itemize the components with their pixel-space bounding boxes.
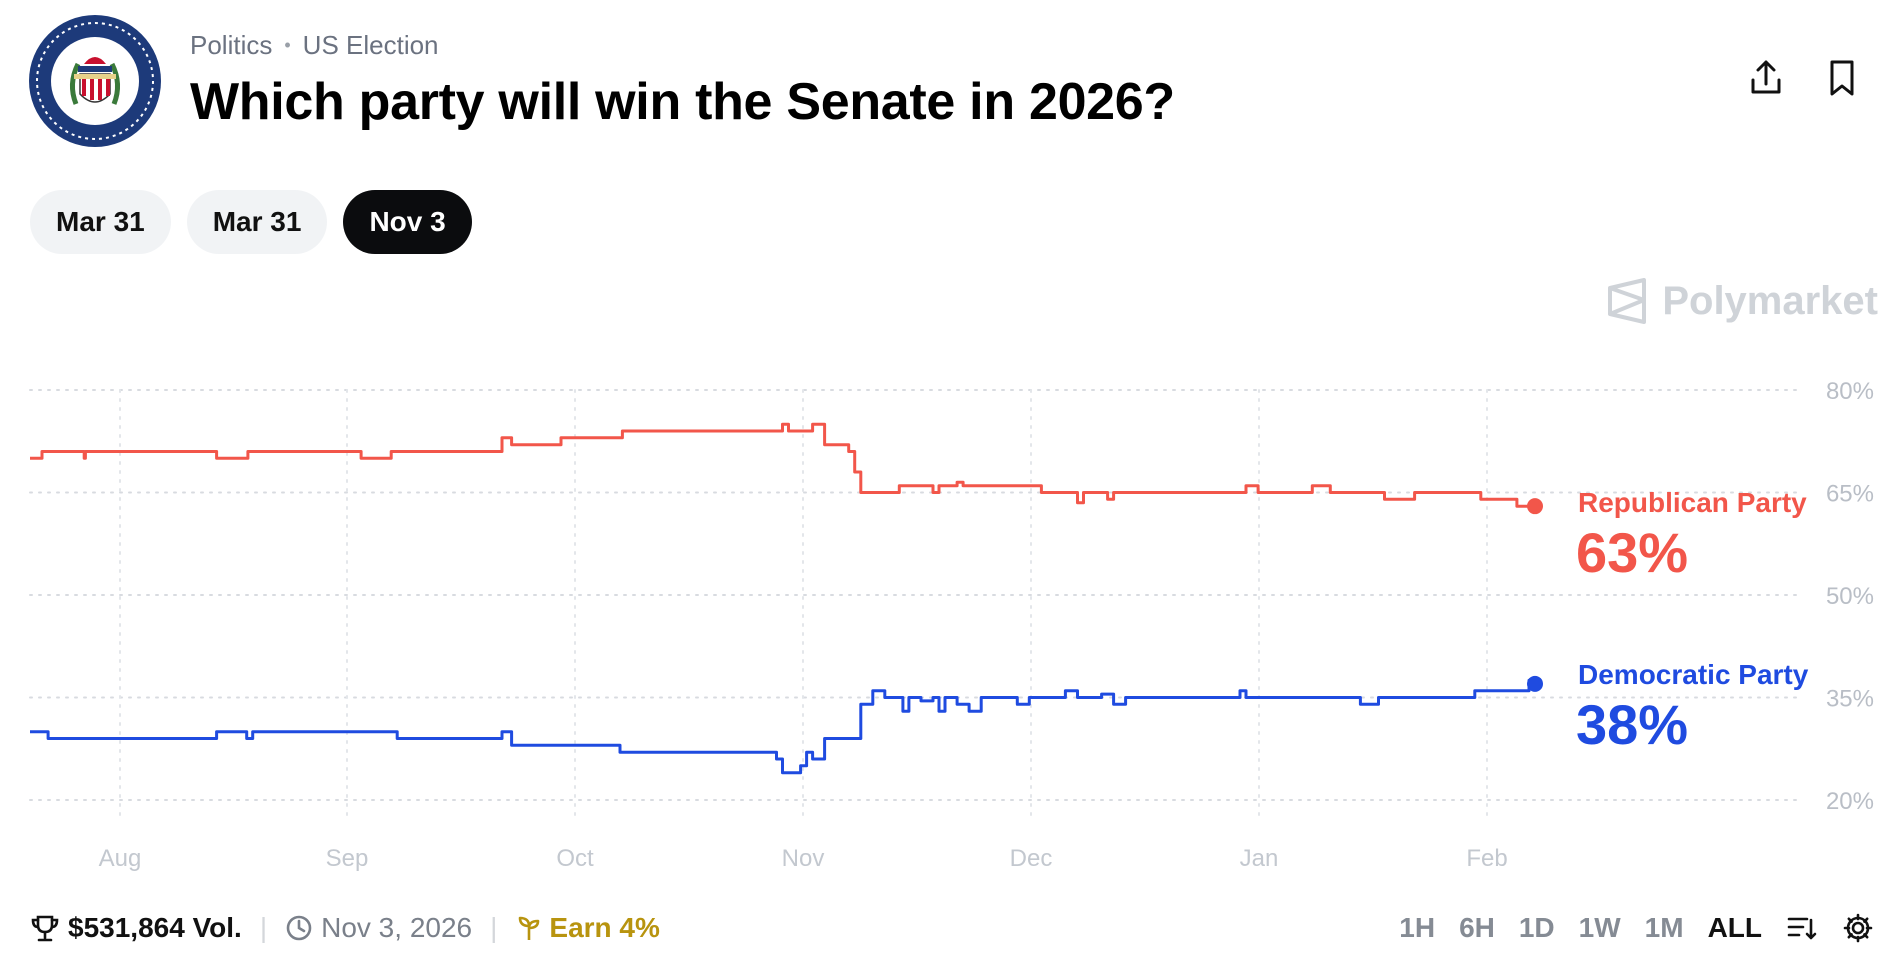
- range-6h[interactable]: 6H: [1459, 912, 1495, 943]
- series-current-value: 38%: [1576, 693, 1688, 756]
- range-1h[interactable]: 1H: [1399, 912, 1436, 943]
- top-actions: [1748, 58, 1860, 98]
- breadcrumb-politics[interactable]: Politics: [190, 30, 273, 60]
- series-lines: [30, 422, 1543, 775]
- gear-icon[interactable]: [1842, 912, 1874, 944]
- footer-divider: |: [259, 912, 268, 943]
- date-tab-nov-3[interactable]: Nov 3: [343, 190, 472, 254]
- x-axis-ticks: Aug Sep Oct Nov Dec Jan Feb: [99, 845, 1508, 872]
- filter-lines-icon[interactable]: [1786, 912, 1818, 944]
- sprout-icon: [519, 916, 540, 940]
- price-history-chart[interactable]: 80% 65% 50% 35% 20% Aug Sep Oct Nov Dec Jan Feb Re…: [0, 0, 1894, 900]
- y-tick-label: 35%: [1826, 686, 1874, 713]
- us-senate-seal-icon: [29, 15, 161, 147]
- date-tab-mar-31-b[interactable]: Mar 31: [186, 190, 328, 254]
- page-title: Which party will win the Senate in 2026?: [190, 73, 1175, 131]
- market-footer: $531,864 Vol. | Nov 3, 2026 | Earn 4%: [30, 912, 660, 944]
- end-date-text: Nov 3, 2026: [321, 912, 473, 943]
- date-tabs: Mar 31 Mar 31 Nov 3: [30, 190, 472, 254]
- share-icon[interactable]: [1748, 58, 1784, 98]
- polymarket-watermark: Polymarket: [1606, 278, 1878, 324]
- earn-link[interactable]: Earn 4%: [549, 912, 660, 943]
- x-tick-label: Jan: [1240, 845, 1279, 872]
- series-endpoint: [1527, 498, 1543, 515]
- range-1w[interactable]: 1W: [1578, 912, 1621, 943]
- series-name-label: Republican Party: [1578, 487, 1807, 518]
- breadcrumb-separator: •: [284, 35, 291, 55]
- footer-divider: |: [490, 912, 498, 943]
- market-logo: [28, 14, 162, 148]
- breadcrumb: Politics • US Election: [190, 30, 439, 61]
- y-axis-ticks: 80% 65% 50% 35% 20%: [1826, 378, 1874, 815]
- trophy-icon: [31, 915, 59, 942]
- x-tick-label: Sep: [326, 845, 369, 872]
- breadcrumb-us-election[interactable]: US Election: [302, 30, 439, 60]
- watermark-text: Polymarket: [1662, 278, 1878, 323]
- range-1m[interactable]: 1M: [1644, 912, 1684, 943]
- bookmark-icon[interactable]: [1824, 58, 1860, 98]
- time-range-selector: 1H 6H 1D 1W 1M ALL: [1399, 912, 1874, 944]
- polymarket-logo-icon: [1608, 278, 1647, 324]
- date-tab-mar-31-a[interactable]: Mar 31: [30, 190, 171, 254]
- y-tick-label: 50%: [1826, 583, 1874, 610]
- range-1d[interactable]: 1D: [1518, 912, 1555, 943]
- y-tick-label: 20%: [1826, 788, 1874, 815]
- series-endpoint: [1527, 675, 1543, 692]
- x-tick-label: Dec: [1010, 845, 1053, 872]
- chart-grid: [29, 389, 1801, 821]
- clock-icon: [286, 915, 312, 941]
- series-line-republican: [30, 422, 1535, 508]
- series-line-democratic: [30, 678, 1537, 775]
- y-tick-label: 80%: [1826, 378, 1874, 405]
- x-tick-label: Feb: [1466, 845, 1507, 872]
- x-tick-label: Aug: [99, 845, 142, 872]
- series-current-value: 63%: [1576, 521, 1688, 584]
- x-tick-label: Nov: [782, 845, 825, 872]
- volume-text: $531,864 Vol.: [68, 912, 242, 943]
- y-tick-label: 65%: [1826, 481, 1874, 508]
- x-tick-label: Oct: [556, 845, 594, 872]
- range-all[interactable]: ALL: [1707, 912, 1762, 943]
- series-name-label: Democratic Party: [1578, 659, 1809, 690]
